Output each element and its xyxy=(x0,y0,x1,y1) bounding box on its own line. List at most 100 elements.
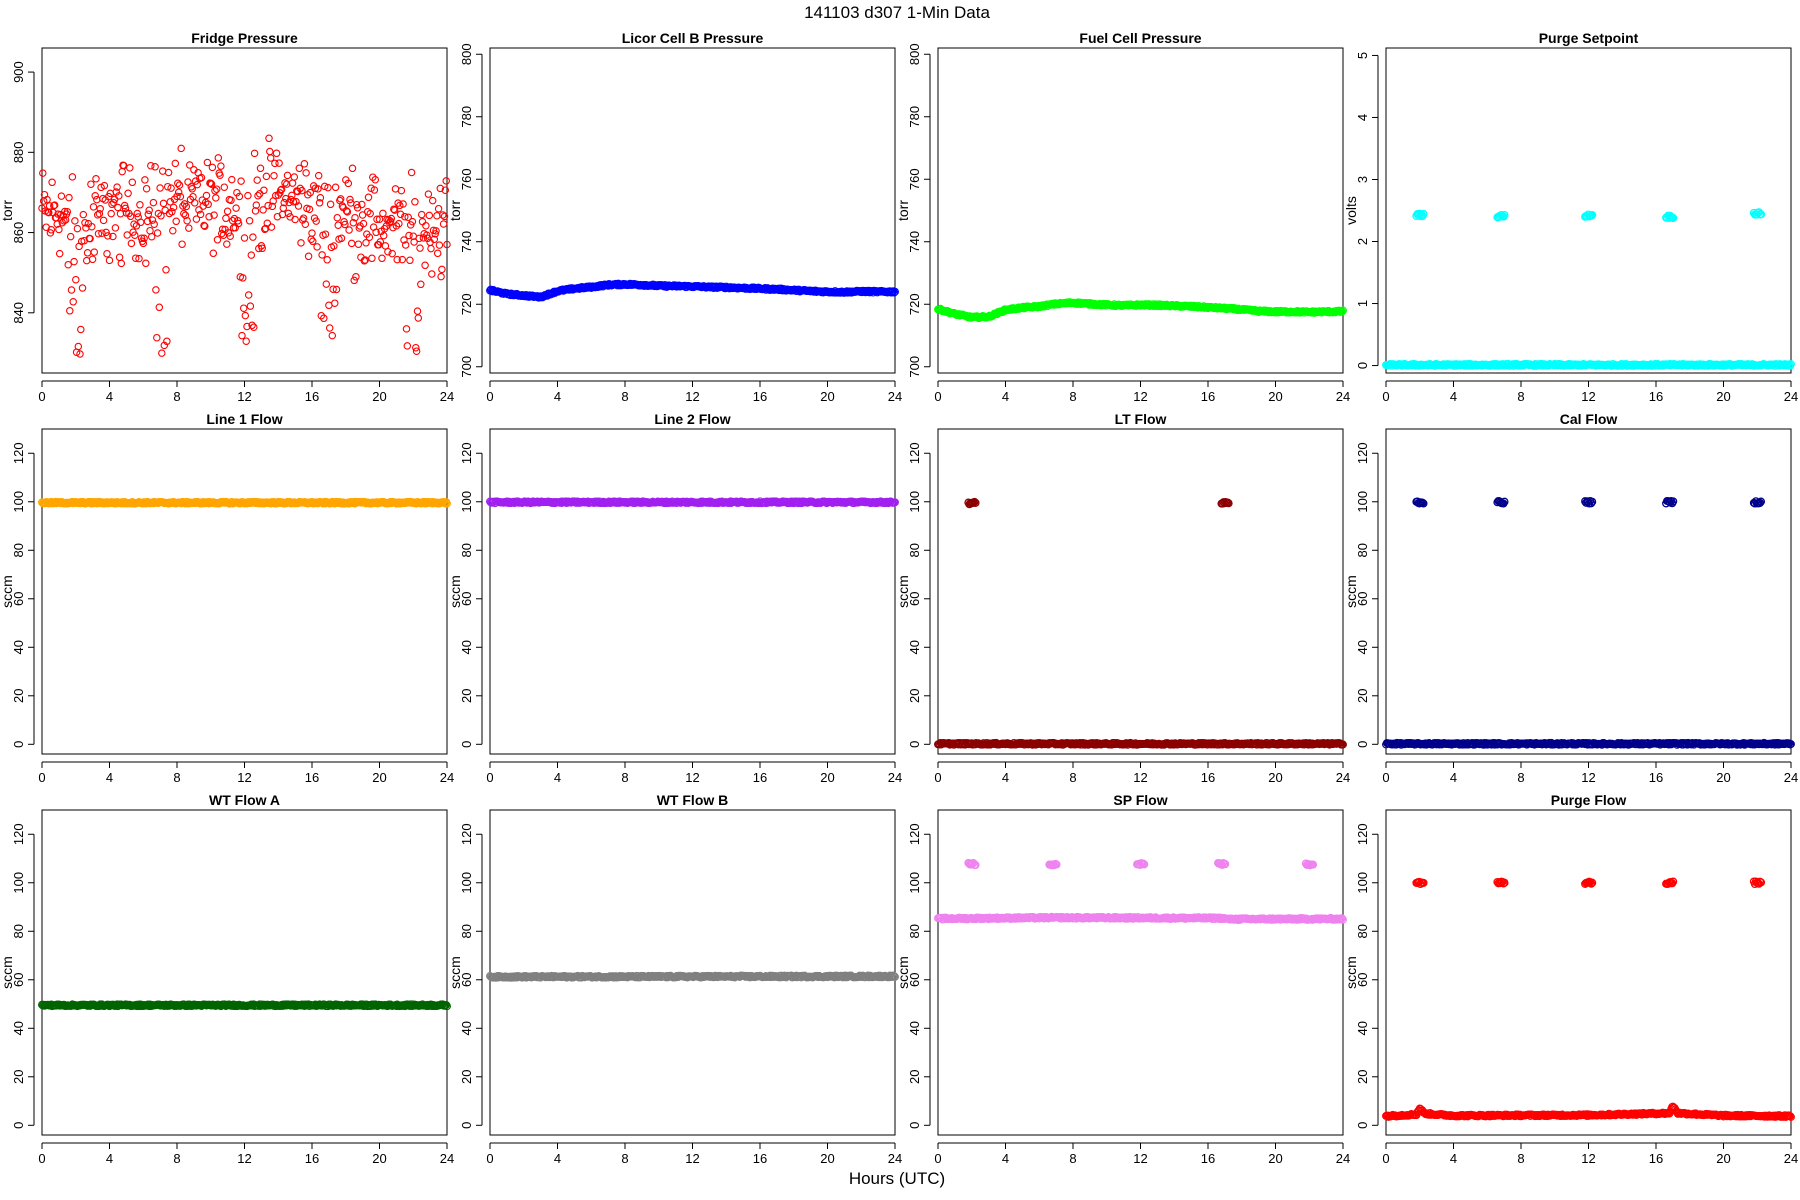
y-tick-label: 80 xyxy=(459,924,474,938)
data-point xyxy=(324,183,332,192)
y-tick-label: 840 xyxy=(11,302,26,324)
data-point xyxy=(423,231,431,239)
data-point xyxy=(247,251,256,259)
data-point xyxy=(1339,306,1347,315)
data-point xyxy=(211,187,219,195)
x-tick-label: 0 xyxy=(934,389,941,404)
data-point xyxy=(437,272,445,281)
data-point xyxy=(242,337,250,345)
data-point xyxy=(107,209,115,218)
data-point xyxy=(57,192,66,200)
y-tick-label: 40 xyxy=(11,1021,26,1035)
data-point xyxy=(150,220,158,228)
data-point xyxy=(304,190,312,199)
data-point xyxy=(348,164,357,173)
data-point xyxy=(237,177,245,185)
y-tick-label: 60 xyxy=(459,592,474,606)
y-tick-label: 80 xyxy=(907,543,922,557)
y-tick-label: 60 xyxy=(11,592,26,606)
data-point xyxy=(352,200,361,209)
data-point xyxy=(318,251,326,259)
data-point xyxy=(267,223,276,231)
plot-frame xyxy=(1385,47,1792,374)
y-tick-label: 0 xyxy=(11,1122,26,1129)
data-point xyxy=(136,201,144,209)
data-point xyxy=(314,171,323,180)
data-point xyxy=(95,209,104,218)
data-point xyxy=(183,216,191,225)
data-point xyxy=(133,209,142,218)
y-axis-label: torr xyxy=(895,200,911,221)
data-point xyxy=(417,280,425,289)
data-point xyxy=(67,286,76,294)
data-point xyxy=(155,303,164,312)
y-tick-label: 780 xyxy=(459,106,474,128)
data-point xyxy=(72,275,80,284)
x-tick-label: 24 xyxy=(1784,389,1798,404)
data-point xyxy=(1787,360,1795,369)
data-point xyxy=(393,255,401,264)
data-point xyxy=(96,205,104,213)
data-point xyxy=(203,158,212,167)
data-point xyxy=(88,255,97,264)
plot-frame xyxy=(41,809,448,1136)
y-tick-label: 0 xyxy=(907,741,922,748)
y-tick-label: 40 xyxy=(11,640,26,654)
data-point xyxy=(207,180,216,188)
data-point xyxy=(331,299,339,307)
x-tick-label: 8 xyxy=(1069,770,1076,785)
y-tick-label: 4 xyxy=(1355,114,1370,121)
data-point xyxy=(94,229,103,238)
data-point xyxy=(443,499,451,508)
data-point xyxy=(323,256,331,264)
y-tick-label: 5 xyxy=(1355,52,1370,59)
data-point xyxy=(264,201,272,210)
x-tick-label: 12 xyxy=(685,770,699,785)
data-point xyxy=(263,219,272,228)
event-point xyxy=(1669,213,1678,223)
data-point xyxy=(891,498,899,507)
data-point xyxy=(39,169,47,177)
data-point xyxy=(123,231,131,239)
data-point xyxy=(392,222,401,230)
data-point xyxy=(228,175,236,184)
data-point xyxy=(239,304,248,312)
y-tick-label: 120 xyxy=(907,442,922,464)
data-point xyxy=(396,201,404,210)
data-point xyxy=(411,198,419,206)
data-point xyxy=(400,236,408,244)
data-point xyxy=(271,159,279,168)
data-point xyxy=(202,191,211,200)
plot-frame xyxy=(937,47,1344,374)
x-tick-label: 4 xyxy=(106,1151,113,1166)
x-tick-label: 8 xyxy=(621,389,628,404)
data-point xyxy=(404,213,412,222)
y-tick-label: 120 xyxy=(1355,442,1370,464)
data-point xyxy=(248,321,256,330)
data-point xyxy=(390,205,398,213)
data-point xyxy=(372,228,380,237)
event-points xyxy=(1412,496,1766,508)
data-point xyxy=(300,160,309,168)
data-point xyxy=(66,232,75,241)
series-points xyxy=(1382,360,1795,370)
data-point xyxy=(291,215,299,224)
data-point xyxy=(252,201,261,209)
data-point xyxy=(401,212,409,221)
data-point xyxy=(153,229,162,237)
data-point xyxy=(297,239,305,247)
y-axis-label: sccm xyxy=(447,575,463,608)
x-tick-label: 4 xyxy=(1002,770,1009,785)
data-point xyxy=(114,203,122,212)
y-tick-label: 0 xyxy=(459,1122,474,1129)
data-point xyxy=(86,234,94,243)
data-point xyxy=(320,314,328,323)
data-point xyxy=(99,216,108,225)
x-tick-label: 0 xyxy=(934,770,941,785)
data-point xyxy=(439,220,448,228)
data-point xyxy=(322,280,331,288)
